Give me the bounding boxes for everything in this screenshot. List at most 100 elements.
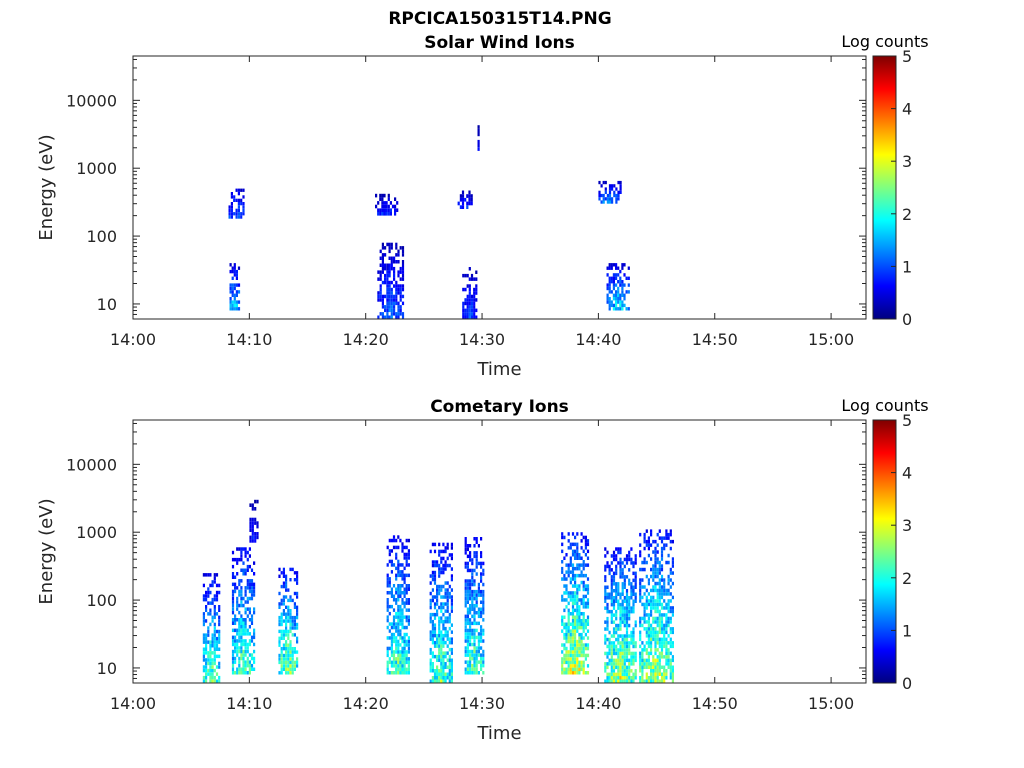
heatmap-cell	[392, 625, 396, 630]
heatmap-cell	[280, 619, 283, 623]
heatmap-cell	[202, 612, 205, 616]
heatmap-cell	[215, 594, 219, 598]
heatmap-cell	[450, 623, 453, 627]
heatmap-cell	[571, 650, 575, 654]
heatmap-cell	[565, 591, 568, 595]
heatmap-cell	[571, 667, 575, 672]
heatmap-cell	[218, 605, 221, 609]
heatmap-cell	[632, 655, 635, 659]
heatmap-cell	[604, 187, 607, 191]
heatmap-cell	[582, 646, 585, 651]
heatmap-cell	[287, 671, 290, 675]
heatmap-cell	[464, 197, 467, 202]
heatmap-cell	[399, 657, 402, 661]
heatmap-cell	[643, 662, 646, 666]
heatmap-cell	[399, 563, 402, 567]
heatmap-cell	[240, 614, 243, 618]
heatmap-cell	[289, 660, 292, 665]
heatmap-cell	[630, 669, 633, 673]
heatmap-cell	[399, 604, 402, 609]
heatmap-cell	[567, 664, 570, 668]
heatmap-cell	[471, 579, 474, 583]
heatmap-cell	[390, 305, 393, 309]
heatmap-cell	[473, 593, 476, 597]
heatmap-cell	[617, 300, 620, 304]
heatmap-cell	[574, 622, 577, 626]
heatmap-cell	[615, 300, 618, 304]
heatmap-cell	[475, 554, 478, 559]
heatmap-cell	[213, 661, 216, 666]
heatmap-cell	[251, 521, 254, 525]
heatmap-cell	[641, 662, 644, 666]
heatmap-cell	[663, 581, 666, 586]
heatmap-cell	[293, 664, 296, 668]
heatmap-cell	[576, 563, 579, 567]
heatmap-cell	[623, 283, 626, 287]
heatmap-cell	[480, 551, 483, 555]
heatmap-cell	[621, 568, 624, 572]
heatmap-cell	[621, 616, 624, 621]
heatmap-cell	[407, 650, 410, 654]
heatmap-cell	[238, 660, 241, 664]
heatmap-cell	[665, 676, 668, 680]
heatmap-cell	[475, 551, 478, 555]
heatmap-cell	[289, 612, 292, 616]
heatmap-cell	[645, 529, 648, 533]
heatmap-cell	[234, 649, 237, 654]
heatmap-cell	[656, 630, 659, 635]
heatmap-cell	[278, 640, 281, 644]
heatmap-cell	[291, 657, 294, 661]
heatmap-cell	[253, 656, 256, 661]
heatmap-cell	[580, 650, 583, 654]
heatmap-cell	[242, 596, 245, 601]
heatmap-cell	[652, 662, 655, 666]
heatmap-cell	[397, 643, 400, 647]
heatmap-cell	[621, 620, 624, 624]
heatmap-cell	[632, 578, 635, 583]
heatmap-cell	[660, 550, 664, 554]
heatmap-cell	[660, 557, 664, 561]
heatmap-cell	[669, 620, 672, 624]
heatmap-cell	[229, 283, 232, 287]
heatmap-cell	[617, 627, 620, 631]
heatmap-cell	[377, 201, 380, 205]
heatmap-cell	[480, 554, 483, 559]
heatmap-cell	[438, 574, 441, 578]
heatmap-cell	[660, 627, 664, 631]
heatmap-cell	[612, 665, 616, 670]
heatmap-cell	[571, 629, 575, 633]
heatmap-cell	[285, 612, 288, 616]
heatmap-cell	[576, 549, 579, 554]
heatmap-cell	[375, 193, 378, 198]
heatmap-cell	[401, 660, 404, 665]
heatmap-cell	[442, 626, 445, 631]
heatmap-cell	[392, 594, 396, 598]
heatmap-cell	[604, 679, 607, 683]
heatmap-cell	[628, 662, 631, 666]
heatmap-cell	[656, 665, 659, 669]
heatmap-cell	[619, 280, 622, 284]
heatmap-cell	[645, 613, 648, 617]
heatmap-cell	[211, 658, 214, 662]
heatmap-cell	[621, 648, 624, 652]
x-tick-label: 14:10	[226, 330, 272, 349]
heatmap-cell	[442, 549, 445, 554]
heatmap-cell	[249, 535, 252, 540]
heatmap-cell	[218, 583, 221, 588]
heatmap-cell	[621, 280, 624, 284]
heatmap-cell	[405, 601, 408, 605]
heatmap-cell	[433, 676, 437, 680]
heatmap-cell	[450, 647, 453, 652]
heatmap-cell	[623, 297, 626, 301]
heatmap-cell	[464, 596, 467, 601]
heatmap-cell	[669, 616, 672, 621]
heatmap-cell	[407, 639, 410, 644]
heatmap-cell	[660, 585, 664, 589]
heatmap-cell	[669, 539, 672, 544]
heatmap-cell	[610, 596, 613, 600]
heatmap-cell	[433, 644, 437, 648]
heatmap-cell	[652, 578, 655, 582]
heatmap-cell	[379, 287, 382, 292]
heatmap-cell	[431, 560, 434, 564]
heatmap-cell	[393, 298, 396, 302]
